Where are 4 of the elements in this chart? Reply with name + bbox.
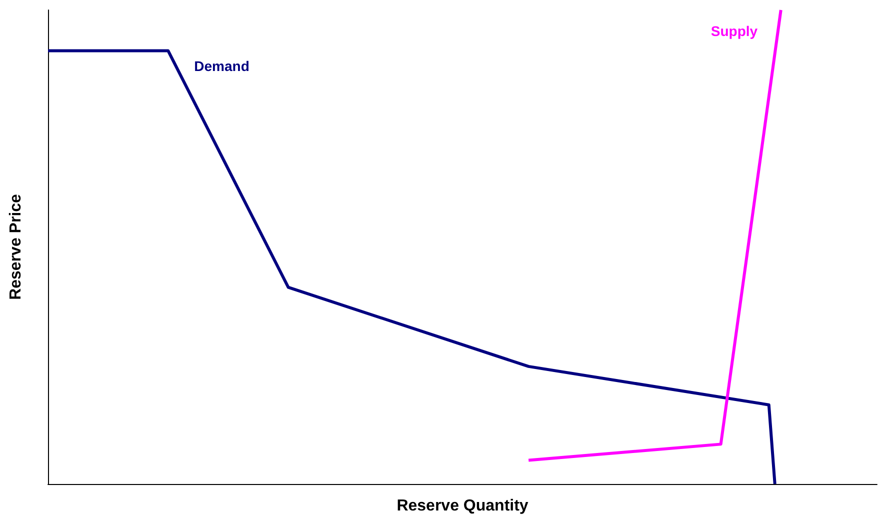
y-axis-title: Reserve Price: [8, 194, 24, 300]
x-axis-title: Reserve Quantity: [396, 498, 528, 514]
series-label: Demand: [194, 58, 250, 74]
series-label: Supply: [710, 23, 758, 39]
